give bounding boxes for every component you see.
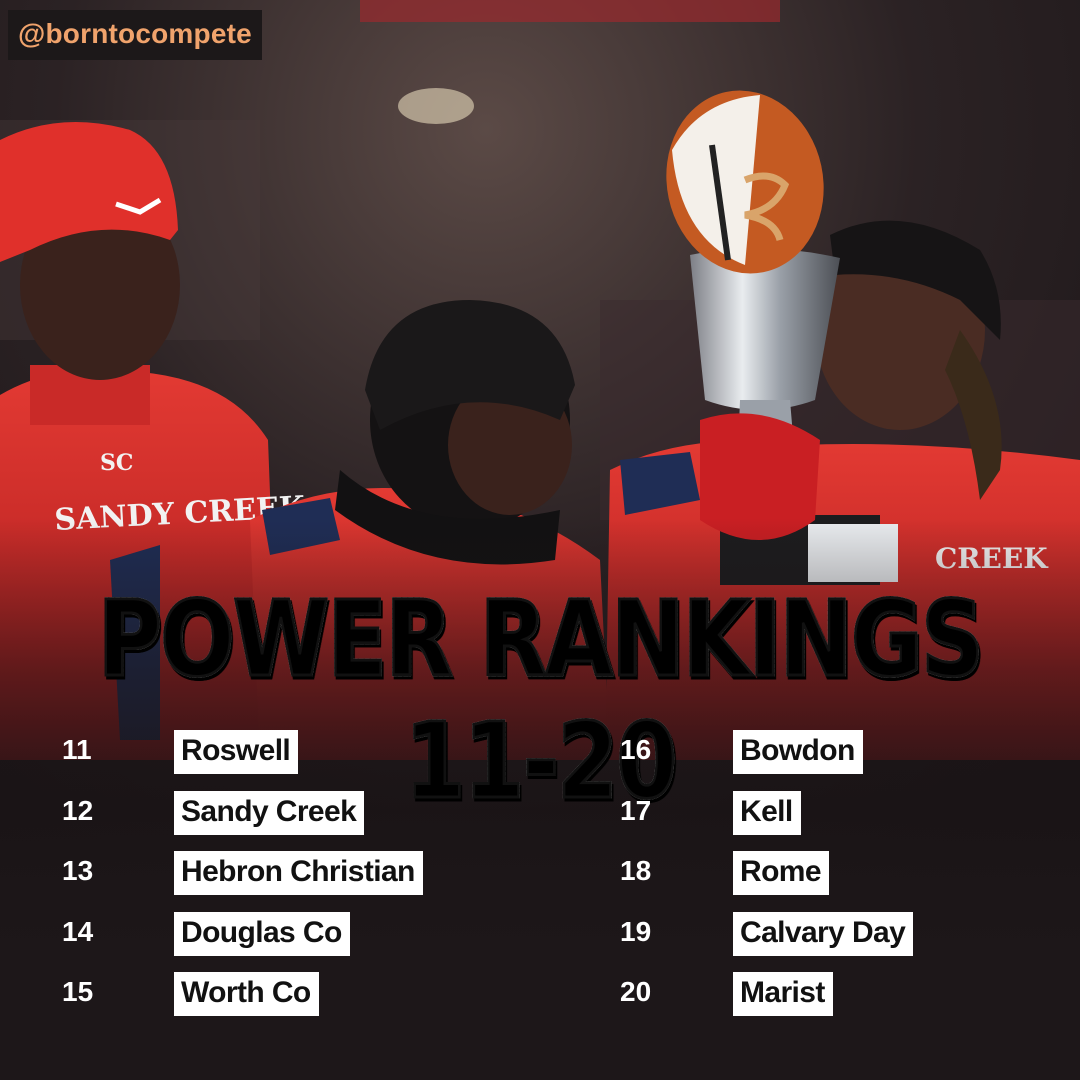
rank-number: 20 (620, 976, 652, 1007)
rank-number: 16 (620, 734, 652, 765)
team-name: Bowdon (733, 730, 863, 774)
rank-number: 14 (62, 915, 94, 947)
rank-number: 19 (620, 915, 652, 947)
headline: POWER RANKINGS 11-20 (86, 577, 993, 824)
team-name: Marist (733, 972, 833, 1016)
rank-number: 13 (62, 855, 94, 886)
team-name: Hebron Christian (174, 851, 423, 895)
team-name: Sandy Creek (174, 790, 365, 835)
rank-number: 15 (62, 976, 94, 1007)
headline-wrap: POWER RANKINGS 11-20 (0, 577, 1080, 824)
team-name: Kell (733, 790, 801, 835)
rank-number: 17 (620, 794, 652, 826)
rank-number: 11 (62, 734, 92, 765)
team-name: Roswell (174, 730, 299, 774)
team-name: Calvary Day (733, 911, 914, 956)
rank-number: 18 (620, 855, 652, 886)
team-name: Douglas Co (174, 911, 350, 956)
team-name: Rome (733, 851, 829, 895)
rank-number: 12 (62, 794, 94, 826)
team-name: Worth Co (174, 972, 319, 1016)
account-handle: @borntocompete (8, 10, 262, 60)
